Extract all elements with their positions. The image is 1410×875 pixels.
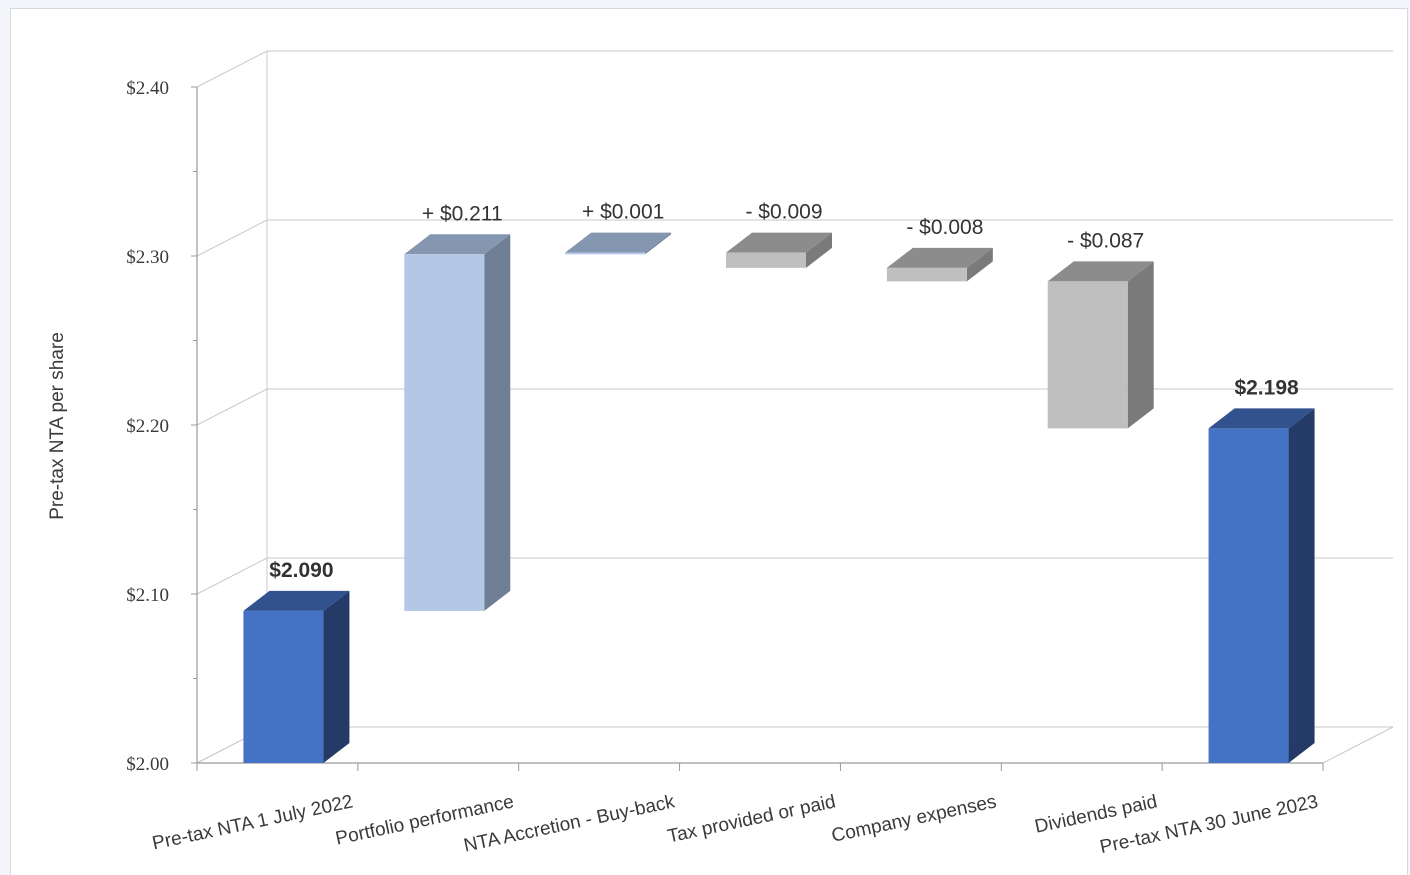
bar-4 [726, 232, 832, 268]
bar-top [565, 232, 672, 253]
bar-side [966, 247, 993, 282]
bar-side [323, 590, 350, 763]
x-category-label: Company expenses [830, 791, 999, 846]
bar-6 [1047, 261, 1154, 429]
bar-side [1288, 408, 1315, 763]
data-label: - $0.009 [745, 201, 822, 224]
y-axis-title: Pre-tax NTA per share [47, 332, 68, 520]
bar-front [1047, 281, 1128, 429]
bar-3 [565, 232, 672, 255]
bar-front [243, 610, 324, 763]
gridline-side [196, 388, 268, 426]
bar-top [886, 247, 993, 268]
gridline-side [196, 50, 268, 88]
gridline-side [196, 557, 268, 595]
bar-5 [886, 247, 993, 282]
bar-side [1127, 261, 1154, 429]
data-label: - $0.008 [906, 216, 983, 239]
bar-front [726, 252, 806, 268]
y-tick-label: $2.40 [126, 78, 169, 99]
data-label: $2.198 [1234, 376, 1299, 399]
bar-front [404, 254, 485, 611]
y-tick-label: $2.30 [126, 247, 169, 268]
bar-top [1047, 261, 1154, 282]
y-tick-label: $2.10 [126, 585, 169, 606]
bar-side [645, 232, 672, 255]
bar-side [484, 234, 511, 611]
data-label: - $0.087 [1067, 229, 1144, 252]
bar-top [243, 590, 350, 611]
bar-top [404, 234, 511, 255]
chart-panel: $2.00 $2.10 $2.20 $2.30 $2.40 Pre-tax NTA per… [10, 8, 1408, 875]
x-category-label: Tax provided or paid [666, 791, 838, 847]
waterfall-chart: $2.00 $2.10 $2.20 $2.30 $2.40 Pre-tax NTA per… [47, 50, 1394, 858]
bar-1 [243, 590, 350, 763]
bar-front [886, 267, 967, 282]
bar-front [1208, 428, 1289, 763]
data-label: $2.090 [269, 559, 333, 582]
gridline-side [196, 219, 268, 257]
data-label: + $0.211 [422, 202, 503, 225]
bar-top [1208, 408, 1315, 429]
bar-side [806, 232, 832, 268]
bar-top [726, 232, 832, 253]
data-label: + $0.001 [582, 201, 664, 224]
bar-front [565, 252, 646, 255]
bar-2 [404, 234, 511, 611]
y-tick-label: $2.20 [126, 416, 169, 437]
y-tick-label: $2.00 [126, 754, 169, 775]
x-category-label: Pre-tax NTA 1 July 2022 [150, 791, 354, 854]
bar-7 [1208, 408, 1315, 763]
